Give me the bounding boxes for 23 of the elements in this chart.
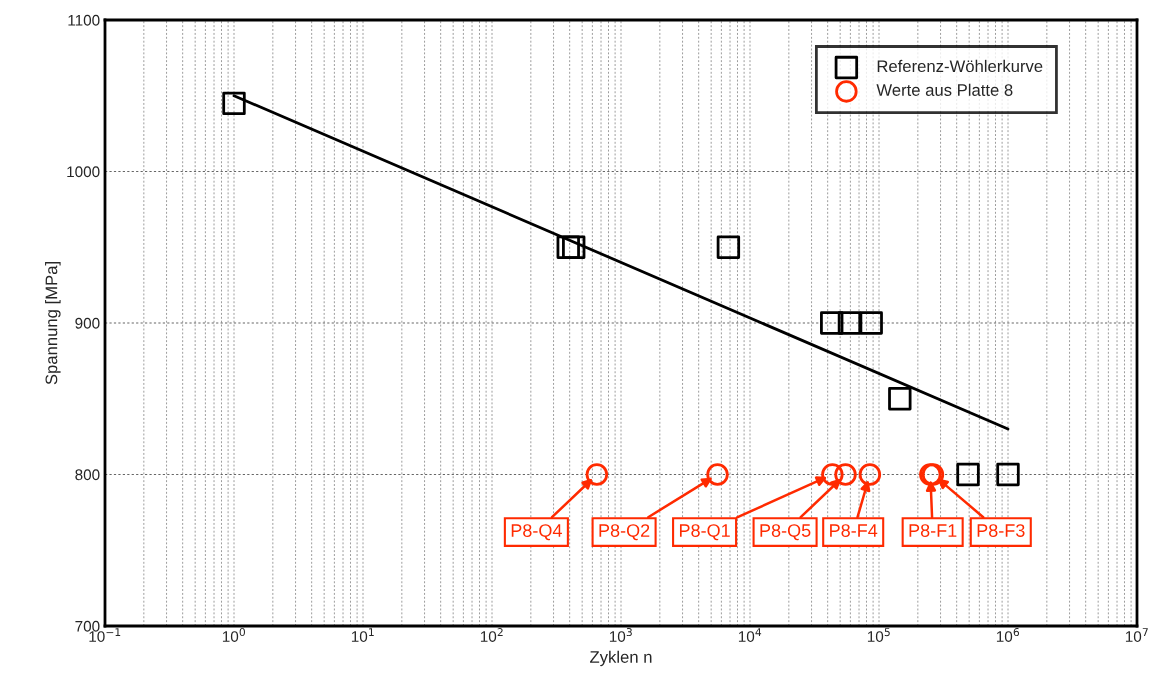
annotation: P8-Q1 [679,524,730,541]
legend-label: Werte aus Platte 8 [876,83,1013,96]
annotation: P8-Q4 [511,524,562,541]
x-tick-label: 10$^{5}$ [867,628,890,642]
x-tick-label: 10$^{7}$ [1125,628,1148,642]
y-tick-label: 1100 [68,14,100,26]
x-axis-title: Zyklen n [590,650,652,667]
annotation: P8-Q2 [599,524,650,541]
x-tick-label: 10$^{3}$ [609,628,632,642]
x-tick-label: 10$^{6}$ [996,628,1020,642]
annotation: P8-Q5 [760,524,811,541]
x-tick-label: 10$^{4}$ [738,628,762,642]
annotation: P8-F1 [909,524,957,537]
x-tick-label: 10$^{2}$ [480,628,503,642]
annotation: P8-F4 [830,524,878,537]
annotation: P8-F3 [977,524,1025,537]
y-axis-title: Spannung [MPa] [45,262,61,385]
y-tick-label: 900 [75,317,100,329]
x-tick-label: 10$^{0}$ [222,628,246,642]
y-tick-label: 1000 [67,166,100,178]
legend-label: Referenz-Wöhlerkurve [877,59,1043,73]
y-tick-label: 800 [75,469,100,481]
x-tick-label: 10$^{1}$ [351,628,374,642]
